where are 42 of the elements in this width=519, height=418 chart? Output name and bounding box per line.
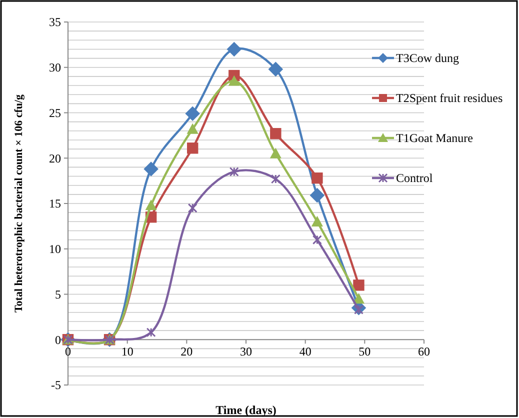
y-tick-label: 30: [49, 60, 61, 75]
point: [270, 128, 282, 140]
point: [270, 174, 280, 184]
point: [229, 166, 239, 176]
point: [270, 148, 282, 158]
legend-label: T1Goat Manure: [396, 131, 473, 146]
y-tick-label: 35: [49, 15, 61, 30]
x-tick-label: 60: [418, 344, 430, 359]
point: [145, 200, 157, 210]
point: [186, 123, 198, 134]
y-tick-label: 5: [55, 287, 61, 302]
point: [311, 216, 323, 226]
point: [226, 42, 242, 57]
y-tick-label: 15: [49, 196, 61, 211]
y-axis-title: Total heterotrophic bacterial count × 106 cfu/g: [13, 94, 25, 313]
point: [268, 62, 284, 77]
point: [312, 235, 322, 245]
x-tick-label: 50: [358, 344, 371, 359]
x-tick-label: 30: [240, 344, 252, 359]
y-tick-label: 0: [55, 332, 61, 347]
point: [310, 188, 325, 203]
x-tick-label: 0: [65, 344, 71, 359]
legend-label: T3Cow dung: [396, 51, 459, 66]
legend-label: T2Spent fruit residues: [396, 91, 503, 106]
y-tick-label: 20: [49, 151, 61, 166]
y-tick-label: 10: [49, 242, 61, 256]
point: [146, 328, 156, 338]
point: [353, 280, 364, 291]
y-tick-label: 25: [49, 106, 61, 120]
point: [187, 142, 198, 154]
x-tick-label: 10: [121, 344, 134, 359]
x-tick-label: 20: [180, 344, 193, 359]
point: [188, 203, 198, 213]
x-tick-label: 40: [299, 344, 312, 359]
point: [352, 292, 365, 304]
point: [185, 106, 200, 122]
y-tick-label: -5: [51, 378, 61, 392]
point: [228, 75, 240, 86]
point: [312, 172, 323, 184]
x-axis-title: Time (days): [216, 403, 276, 417]
legend-label: Control: [396, 171, 434, 186]
point: [144, 162, 158, 176]
